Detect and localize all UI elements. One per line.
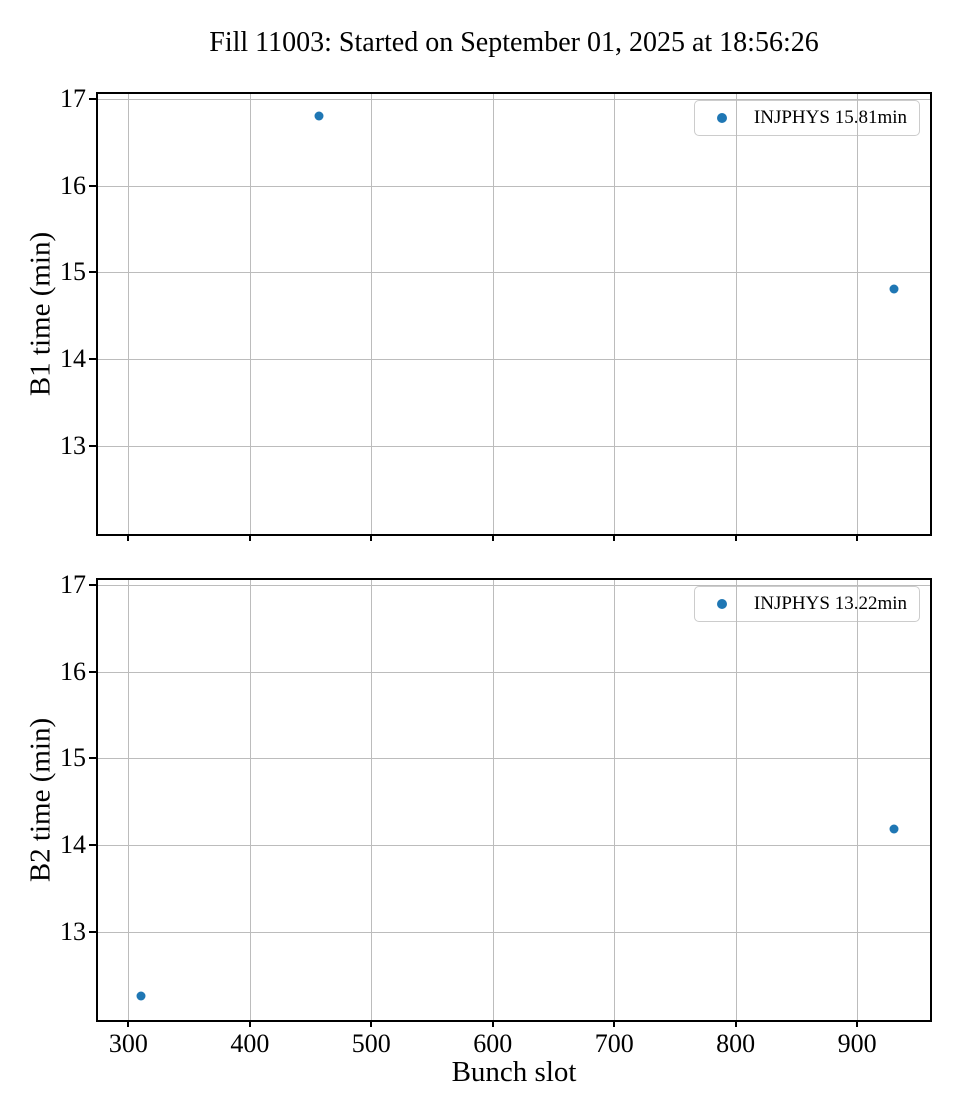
data-point <box>314 111 324 121</box>
x-tick-mark <box>856 1020 859 1027</box>
x-tick-mark <box>491 1020 494 1027</box>
x-gridline <box>249 94 251 534</box>
y-gridline <box>98 99 930 101</box>
chart-title: Fill 11003: Started on September 01, 202… <box>209 27 819 58</box>
y-tick-mark <box>89 584 96 587</box>
x-tick-mark <box>734 534 737 541</box>
x-tick-mark <box>127 534 130 541</box>
x-tick-label: 700 <box>594 1029 634 1058</box>
y-tick-label: 15 <box>60 743 86 773</box>
y-tick-mark <box>89 930 96 933</box>
x-gridline <box>128 94 130 534</box>
y-tick-mark <box>89 184 96 187</box>
legend-label-b2: INJPHYS 13.22min <box>753 593 907 614</box>
legend-marker-icon <box>716 113 727 123</box>
y-gridline <box>98 272 930 274</box>
x-tick-label: 800 <box>716 1029 756 1058</box>
x-tick-mark <box>370 1020 373 1027</box>
x-gridline <box>371 94 373 534</box>
y-gridline <box>98 359 930 361</box>
y-gridline <box>98 671 930 673</box>
data-point <box>136 991 145 1001</box>
x-tick-label: 600 <box>473 1029 513 1058</box>
x-gridline <box>614 580 616 1020</box>
x-tick-mark <box>127 1020 130 1027</box>
y-gridline <box>98 185 930 187</box>
x-tick-mark <box>248 1020 251 1027</box>
y-tick-label: 14 <box>60 830 86 860</box>
y-tick-label: 15 <box>60 257 86 287</box>
y-gridline <box>98 445 930 447</box>
y-tick-label: 13 <box>60 916 86 946</box>
y-tick-mark <box>89 98 96 101</box>
x-gridline <box>249 580 251 1020</box>
x-gridline <box>614 94 616 534</box>
y-tick-mark <box>89 757 96 760</box>
subplot-b2-plot-area: B2 time (min) INJPHYS 13.22min Bunch slo… <box>25 572 932 1088</box>
x-gridline <box>492 580 494 1020</box>
y-gridline <box>98 758 930 760</box>
y-tick-mark <box>89 670 96 673</box>
y-tick-label: 17 <box>60 84 86 114</box>
y-tick-label: 17 <box>60 570 86 600</box>
y-tick-mark <box>89 844 96 847</box>
y-tick-mark <box>89 271 96 274</box>
x-gridline <box>371 580 373 1020</box>
x-tick-label: 500 <box>351 1029 391 1058</box>
x-tick-label: 900 <box>837 1029 877 1058</box>
x-tick-mark <box>370 534 373 541</box>
y-gridline <box>98 585 930 587</box>
legend-b2: INJPHYS 13.22min <box>693 586 920 622</box>
y-tick-label: 16 <box>60 170 86 200</box>
y-gridline <box>98 931 930 933</box>
data-point <box>889 824 899 834</box>
x-gridline <box>857 94 859 534</box>
y-tick-label: 13 <box>60 430 86 460</box>
legend-b1: INJPHYS 15.81min <box>693 100 920 136</box>
x-tick-mark <box>734 1020 737 1027</box>
y-tick-label: 14 <box>60 344 86 374</box>
x-gridline <box>128 580 130 1020</box>
y-gridline <box>98 845 930 847</box>
x-tick-label: 300 <box>108 1029 148 1058</box>
y-tick-mark <box>89 444 96 447</box>
x-gridline <box>857 580 859 1020</box>
x-tick-mark <box>613 534 616 541</box>
subplot-b1-plot-area: B1 time (min) INJPHYS 15.81min 13 14 15 16 1… <box>25 86 932 541</box>
legend-marker-icon <box>716 599 727 609</box>
x-tick-mark <box>856 534 859 541</box>
y-tick-mark <box>89 358 96 361</box>
x-gridline <box>735 580 737 1020</box>
x-tick-mark <box>613 1020 616 1027</box>
x-tick-mark <box>491 534 494 541</box>
x-tick-mark <box>248 534 251 541</box>
data-point <box>889 284 899 294</box>
x-axis-label: Bunch slot <box>451 1056 577 1088</box>
y-tick-label: 16 <box>60 656 86 686</box>
legend-label-b1: INJPHYS 15.81min <box>753 107 907 128</box>
x-gridline <box>735 94 737 534</box>
x-gridline <box>492 94 494 534</box>
x-tick-label: 400 <box>230 1029 270 1058</box>
